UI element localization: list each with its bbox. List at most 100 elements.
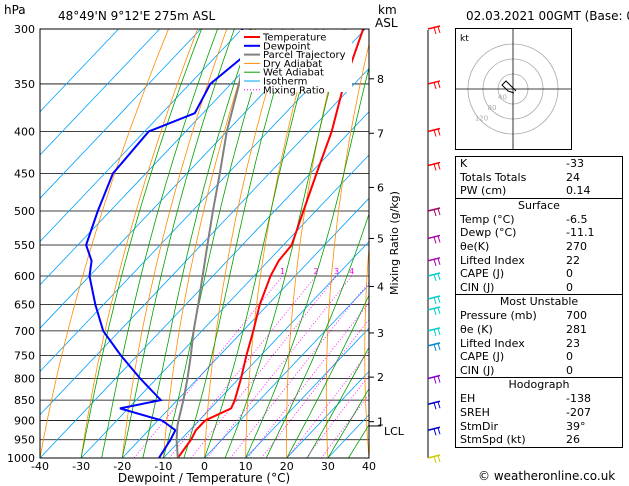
legend-label: Temperature	[262, 33, 326, 44]
wet-adiabat-line	[327, 388, 369, 458]
wind-barb-flag	[433, 259, 437, 266]
plot-frame	[39, 28, 370, 459]
pressure-tick-label: 750	[14, 349, 35, 362]
mixing-ratio-line	[190, 275, 337, 458]
surface-row: CIN (J) 0	[456, 281, 622, 295]
wind-barb-flag	[437, 273, 441, 281]
isotherm-line	[40, 29, 325, 329]
index-value: 24	[566, 170, 580, 184]
temperature-tick-label: 10	[239, 460, 253, 473]
pressure-tick-label: 1000	[7, 452, 35, 465]
altitude-tick-label: 2	[377, 371, 384, 384]
surface-label: Dewp (°C)	[460, 226, 517, 240]
surface-title: Surface	[518, 198, 560, 212]
location-title: 48°49'N 9°12'E 275m ASL	[58, 9, 215, 23]
series-temperature	[176, 29, 365, 458]
wind-barb-flag	[433, 236, 437, 244]
legend-label: Wet Adiabat	[263, 68, 324, 79]
temperature-tick-label: 30	[321, 460, 335, 473]
pressure-unit: hPa	[4, 3, 26, 17]
most-unstable-value: 0	[566, 363, 573, 377]
pressure-tick-label: 800	[14, 372, 35, 385]
wind-barb-flag	[437, 235, 441, 243]
surface-label: CAPE (J)	[460, 267, 505, 281]
isotherm-line	[163, 240, 369, 458]
isotherm-line	[40, 111, 369, 458]
dry-adiabat-line	[364, 242, 369, 458]
hodograph-stat-row: StmSpd (kt) 26	[456, 433, 622, 447]
most-unstable-title: Most Unstable	[499, 295, 579, 309]
mixing-ratio-axis-label: Mixing Ratio (g/kg)	[388, 191, 401, 295]
pressure-tick-label: 500	[14, 205, 35, 218]
isotherm-line	[40, 67, 369, 416]
mixing-ratio-label: 3	[334, 267, 339, 276]
isotherm-line	[40, 29, 202, 199]
wet-adiabat-line	[163, 29, 272, 458]
surface-row: Temp (°C) -6.5	[456, 213, 622, 227]
temperature-tick-label: -30	[72, 460, 90, 473]
isotherm-line	[245, 327, 369, 458]
surface-value: 0	[566, 267, 573, 281]
wet-adiabat-line	[306, 346, 369, 458]
pressure-tick-label: 850	[14, 394, 35, 407]
dry-adiabat-line	[40, 29, 169, 458]
wind-barb-flag	[437, 343, 441, 351]
isotherm-line	[40, 29, 284, 286]
most-unstable-label: CIN (J)	[460, 363, 495, 377]
hodograph-ring-label: 40	[498, 94, 507, 102]
wind-barb-flag	[433, 82, 437, 90]
temperature-tick-label: -40	[31, 460, 49, 473]
temperature-tick-label: 20	[280, 460, 294, 473]
wind-barb-flag	[437, 162, 441, 170]
hodograph-trace	[501, 80, 517, 94]
wind-barb-flag	[433, 402, 437, 410]
wind-barb-flag	[437, 328, 441, 336]
legend-label: Dewpoint	[263, 41, 311, 52]
surface-row: Lifted Index 22	[456, 254, 622, 268]
altitude-tick-label: 8	[377, 73, 384, 86]
temperature-tick-label: -10	[154, 460, 172, 473]
dry-adiabat-line	[163, 29, 257, 458]
legend-label: Mixing Ratio	[263, 85, 325, 96]
hodograph-stat-value: 26	[566, 433, 580, 447]
mixing-ratio-line	[247, 302, 369, 458]
most-unstable-row: Pressure (mb) 700	[456, 309, 622, 323]
datetime-title: 02.03.2021 00GMT (Base: 00)	[466, 9, 629, 23]
most-unstable-label: Lifted Index	[460, 336, 525, 350]
dry-adiabat-line	[325, 42, 369, 458]
wet-adiabat-line	[142, 29, 253, 458]
wind-barb-flag	[437, 307, 441, 315]
altitude-tick-label: 7	[377, 127, 384, 140]
index-label: Totals Totals	[460, 170, 527, 184]
pressure-tick-label: 300	[14, 23, 35, 36]
hodograph-ring-label: 120	[475, 115, 488, 123]
index-value: 0.14	[566, 184, 591, 198]
wet-adiabat-line	[183, 29, 294, 458]
surface-value: -6.5	[566, 212, 588, 226]
altitude-tick-label: 1	[377, 416, 384, 429]
wind-barb-flag	[433, 456, 437, 464]
wet-adiabat-line	[101, 29, 218, 458]
hodograph-stat-label: StmDir	[460, 419, 499, 433]
hodograph-stat-value: 39°	[566, 419, 586, 433]
hodograph-stat-row: EH -138	[456, 392, 622, 406]
legend-label: Dry Adiabat	[263, 59, 322, 70]
surface-label: Temp (°C)	[460, 212, 515, 226]
wet-adiabat-line	[224, 29, 346, 458]
surface-row: Dewp (°C) -11.1	[456, 226, 622, 240]
most-unstable-value: 700	[566, 309, 587, 323]
indices-box: K -33 Totals Totals 24 PW (cm) 0.14	[455, 156, 623, 199]
dry-adiabat-line	[245, 29, 315, 458]
pressure-tick-label: 700	[14, 325, 35, 338]
km-unit: km	[378, 3, 397, 17]
dry-adiabat-line	[204, 29, 286, 458]
dry-adiabat-line	[121, 29, 228, 458]
most-unstable-row: Lifted Index 23	[456, 337, 622, 351]
wind-barb-flag	[433, 129, 437, 137]
hodograph-stat-value: -207	[566, 405, 591, 419]
surface-label: Lifted Index	[460, 253, 525, 267]
dry-adiabat-line	[402, 29, 431, 458]
isotherm-line	[40, 29, 243, 243]
wind-barb-flag	[433, 344, 437, 352]
